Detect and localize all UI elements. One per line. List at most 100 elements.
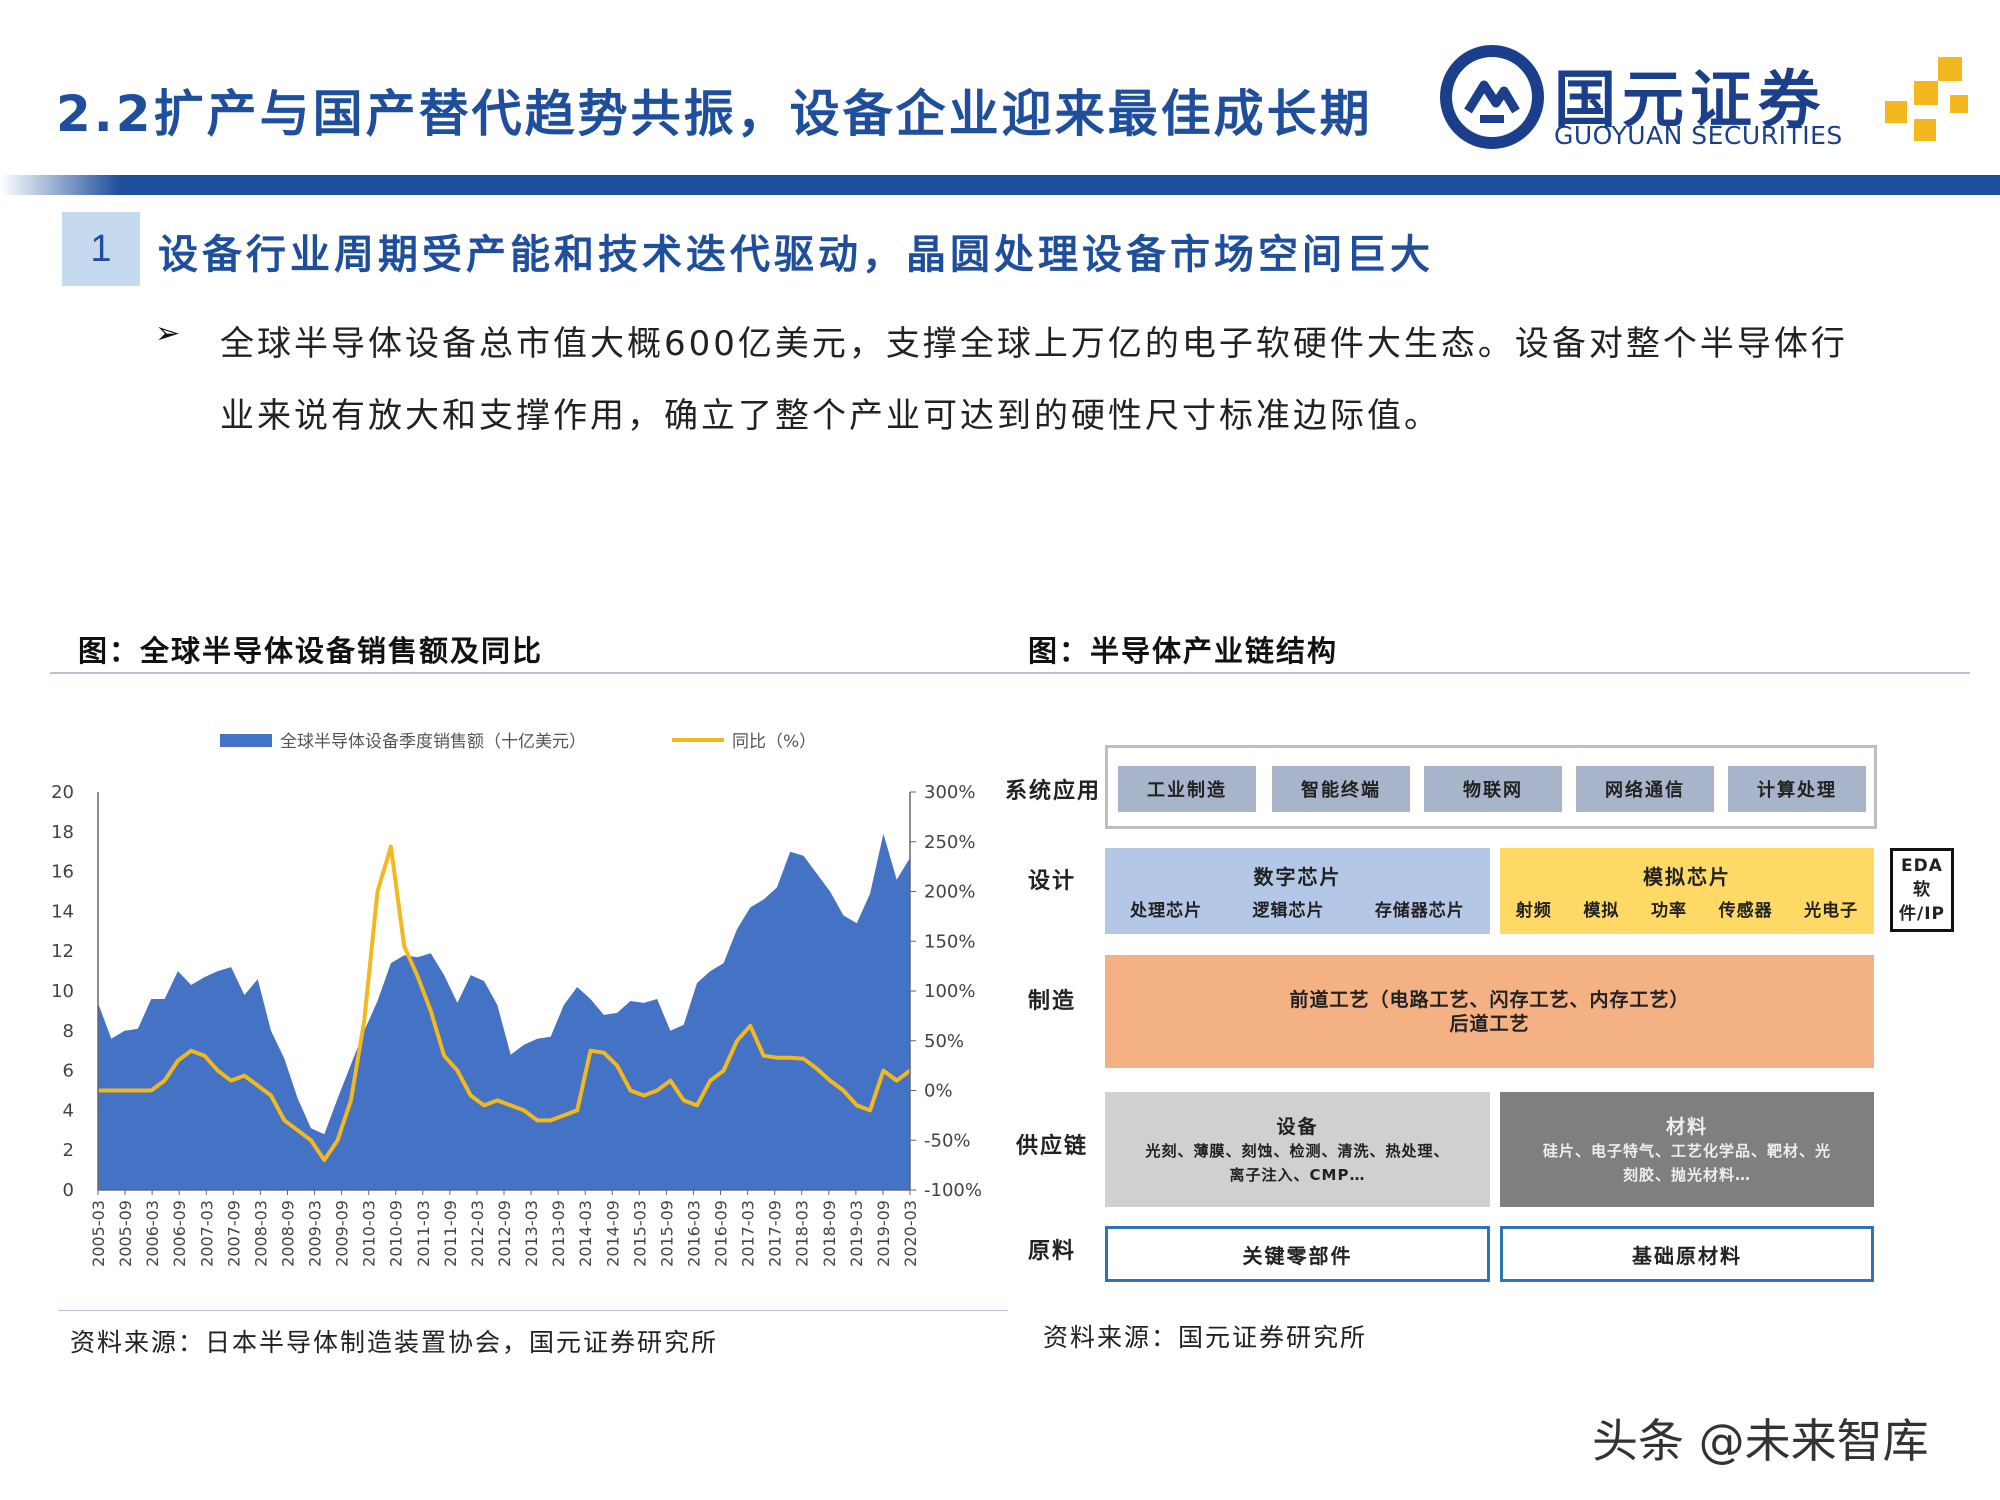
x-tick-label: 2006-03 bbox=[143, 1200, 162, 1267]
x-tick-label: 2019-09 bbox=[874, 1200, 893, 1267]
industry-chain-diagram: 系统应用 设计 制造 供应链 原料 工业制造 智能终端 物联网 网络通信 计算处… bbox=[1000, 730, 2000, 1320]
digital-chip-title: 数字芯片 bbox=[1253, 865, 1342, 889]
y-right-tick-label: 250% bbox=[924, 832, 975, 853]
yoy-line bbox=[98, 844, 912, 1163]
x-tick-label: 2010-09 bbox=[387, 1200, 406, 1267]
sales-area bbox=[98, 833, 910, 1190]
legend-label-yoy: 同比（%） bbox=[732, 732, 816, 752]
raw-basic-materials-label: 基础原材料 bbox=[1632, 1243, 1742, 1268]
x-tick-label: 2012-09 bbox=[495, 1200, 514, 1267]
materials-title: 材料 bbox=[1665, 1116, 1708, 1138]
eda-line-1: EDA软 bbox=[1901, 856, 1943, 900]
x-tick-label: 2007-09 bbox=[224, 1200, 243, 1267]
x-tick-label: 2014-09 bbox=[603, 1200, 622, 1267]
x-tick-label: 2009-09 bbox=[333, 1200, 352, 1267]
x-tick-label: 2005-09 bbox=[116, 1200, 135, 1267]
bullet-arrow-icon: ➢ bbox=[155, 316, 181, 351]
materials-line-1: 硅片、电子特气、工艺化学品、靶材、光 bbox=[1542, 1142, 1831, 1160]
system-app-industrial: 工业制造 bbox=[1118, 766, 1256, 812]
x-tick-label: 2013-09 bbox=[549, 1200, 568, 1267]
system-app-smart-terminal: 智能终端 bbox=[1272, 766, 1410, 812]
legend-swatch-sales bbox=[220, 734, 272, 747]
legend-label-sales: 全球半导体设备季度销售额（十亿美元） bbox=[280, 732, 586, 752]
x-tick-label: 2018-03 bbox=[793, 1200, 812, 1267]
raw-basic-materials: 基础原材料 bbox=[1500, 1226, 1874, 1282]
analog-chip-item: 光电子 bbox=[1804, 901, 1859, 921]
raw-key-components: 关键零部件 bbox=[1105, 1226, 1490, 1282]
materials-block: 材料 硅片、电子特气、工艺化学品、靶材、光 刻胶、抛光材料… bbox=[1500, 1092, 1874, 1207]
x-tick-label: 2009-03 bbox=[306, 1200, 325, 1267]
y-left-tick-label: 8 bbox=[63, 1021, 74, 1042]
y-left-tick-label: 0 bbox=[63, 1180, 74, 1201]
y-right-tick-label: -100% bbox=[924, 1180, 982, 1201]
x-tick-label: 2017-09 bbox=[766, 1200, 785, 1267]
section-title: 设备行业周期受产能和技术迭代驱动，晶圆处理设备市场空间巨大 bbox=[158, 232, 1434, 278]
manufacturing-backend: 后道工艺 bbox=[1449, 1012, 1530, 1035]
raw-key-components-label: 关键零部件 bbox=[1242, 1243, 1353, 1268]
y-right-tick-label: 200% bbox=[924, 882, 975, 903]
x-tick-label: 2015-03 bbox=[630, 1200, 649, 1267]
y-left-tick-label: 14 bbox=[51, 901, 74, 922]
system-app-network: 网络通信 bbox=[1576, 766, 1714, 812]
y-right-tick-label: 0% bbox=[924, 1081, 953, 1102]
eda-line-2: 件/IP bbox=[1899, 904, 1945, 924]
x-tick-label: 2017-03 bbox=[739, 1200, 758, 1267]
right-figure-title: 图：半导体产业链结构 bbox=[1028, 634, 1339, 668]
row-label-design: 设计 bbox=[1028, 869, 1077, 894]
left-figure-title: 图：全球半导体设备销售额及同比 bbox=[78, 634, 544, 668]
equipment-title: 设备 bbox=[1276, 1116, 1319, 1138]
logo-emblem-icon bbox=[1440, 45, 1544, 149]
page-title: 2.2扩产与国产替代趋势共振，设备企业迎来最佳成长期 bbox=[56, 85, 1373, 143]
y-right-tick-label: 150% bbox=[924, 931, 975, 952]
analog-chip-title: 模拟芯片 bbox=[1643, 865, 1731, 889]
left-source-rule bbox=[58, 1310, 1008, 1311]
y-left-tick-label: 4 bbox=[63, 1100, 74, 1121]
system-app-iot: 物联网 bbox=[1424, 766, 1562, 812]
analog-chip-item: 射频 bbox=[1515, 901, 1552, 921]
figure-title-rule bbox=[50, 672, 1970, 674]
y-left-tick-label: 6 bbox=[63, 1061, 74, 1082]
digital-chip-item: 逻辑芯片 bbox=[1252, 901, 1325, 921]
equipment-block: 设备 光刻、薄膜、刻蚀、检测、清洗、热处理、 离子注入、CMP… bbox=[1105, 1092, 1490, 1207]
chart-plot-area: 0 2 4 6 8 10 12 14 16 18 20 -100% -50% 0% 50% 100% 150% 2… bbox=[51, 782, 982, 1267]
y-left-tick-label: 12 bbox=[51, 941, 74, 962]
x-tick-label: 2011-03 bbox=[414, 1200, 433, 1267]
digital-chip-item: 处理芯片 bbox=[1130, 901, 1203, 921]
row-label-supply: 供应链 bbox=[1016, 1134, 1089, 1159]
x-tick-label: 2020-03 bbox=[901, 1200, 920, 1267]
row-label-manufacturing: 制造 bbox=[1028, 989, 1077, 1014]
x-tick-label: 2014-03 bbox=[576, 1200, 595, 1267]
manufacturing-block: 前道工艺（电路工艺、闪存工艺、内存工艺） 后道工艺 bbox=[1105, 955, 1874, 1068]
company-logo: 国元证券 GUOYUAN SECURITIES bbox=[1440, 45, 1980, 155]
digital-chip-item: 存储器芯片 bbox=[1374, 901, 1465, 921]
right-figure-source: 资料来源：国元证券研究所 bbox=[1043, 1323, 1368, 1352]
row-label-raw: 原料 bbox=[1028, 1239, 1077, 1264]
logo-chinese-name: 国元证券 bbox=[1554, 63, 1827, 136]
x-tick-label: 2008-03 bbox=[251, 1200, 270, 1267]
x-tick-label: 2005-03 bbox=[89, 1200, 108, 1267]
eda-ip-block: EDA软 件/IP bbox=[1890, 848, 1954, 932]
section-number: 1 bbox=[62, 212, 140, 286]
x-tick-label: 2007-03 bbox=[197, 1200, 216, 1267]
analog-chip-item: 传感器 bbox=[1718, 901, 1773, 921]
equipment-line-1: 光刻、薄膜、刻蚀、检测、清洗、热处理、 bbox=[1145, 1142, 1450, 1160]
analog-chip-item: 功率 bbox=[1650, 901, 1687, 921]
y-left-tick-label: 2 bbox=[63, 1140, 74, 1161]
y-left-tick-label: 16 bbox=[51, 862, 74, 883]
y-left-tick-label: 10 bbox=[51, 981, 74, 1002]
body-paragraph: 全球半导体设备总市值大概600亿美元，支撑全球上万亿的电子软硬件大生态。设备对整… bbox=[220, 324, 1848, 436]
logo-squares-icon bbox=[1885, 57, 1968, 141]
y-left-tick-label: 20 bbox=[51, 782, 74, 803]
y-right-tick-label: 300% bbox=[924, 782, 975, 803]
x-tick-label: 2006-09 bbox=[170, 1200, 189, 1267]
x-tick-label: 2008-09 bbox=[278, 1200, 297, 1267]
digital-chip-block: 数字芯片 处理芯片 逻辑芯片 存储器芯片 bbox=[1105, 848, 1490, 934]
x-tick-label: 2016-09 bbox=[712, 1200, 731, 1267]
x-tick-label: 2013-03 bbox=[522, 1200, 541, 1267]
logo-english-name: GUOYUAN SECURITIES bbox=[1554, 121, 1843, 150]
x-tick-label: 2018-09 bbox=[820, 1200, 839, 1267]
x-tick-label: 2011-09 bbox=[441, 1200, 460, 1267]
watermark: 头条 @未来智库 bbox=[1592, 1414, 1929, 1468]
system-app-computing: 计算处理 bbox=[1728, 766, 1866, 812]
x-tick-label: 2016-03 bbox=[684, 1200, 703, 1267]
